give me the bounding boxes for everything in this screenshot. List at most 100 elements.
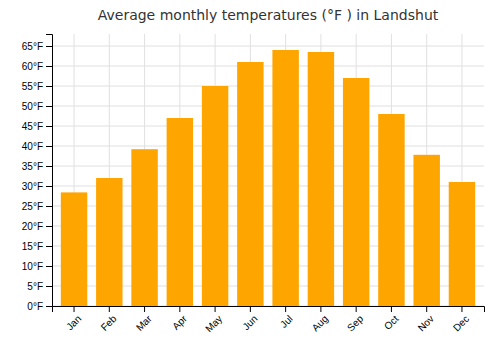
- x-tick-mark: [215, 306, 216, 312]
- bar: [131, 149, 157, 306]
- y-tick-label: 15°F: [22, 241, 43, 252]
- bar: [96, 178, 122, 306]
- y-tick: 60°F: [22, 61, 52, 72]
- y-tick-mark: [46, 266, 52, 267]
- y-tick: 25°F: [22, 201, 52, 212]
- y-tick: 35°F: [22, 161, 52, 172]
- bars: [61, 50, 475, 306]
- x-tick-mark: [144, 306, 145, 312]
- x-tick: Sep: [345, 306, 366, 333]
- x-tick-label: May: [203, 313, 224, 334]
- x-tick-label: Dec: [451, 313, 471, 333]
- y-tick: 45°F: [22, 121, 52, 132]
- x-tick-label: Nov: [416, 313, 436, 333]
- x-tick-mark: [391, 306, 392, 312]
- bar: [237, 62, 263, 306]
- bar: [272, 50, 298, 306]
- x-tick-label: Jul: [278, 313, 295, 330]
- x-tick: Apr: [170, 306, 189, 332]
- y-tick-label: 35°F: [22, 161, 43, 172]
- x-tick-label: Aug: [310, 313, 330, 333]
- bar: [413, 155, 439, 306]
- y-tick-mark: [46, 246, 52, 247]
- y-tick-mark: [46, 66, 52, 67]
- x-tick-mark: [74, 306, 75, 312]
- y-tick-label: 55°F: [22, 81, 43, 92]
- y-tick-mark: [46, 306, 52, 307]
- x-tick-label: Mar: [134, 313, 154, 333]
- plot: 0°F 5°F 10°F 15°F 20°F 25°F 30°F 35°F 40°F 45°F 50…: [22, 34, 485, 334]
- y-tick: 5°F: [27, 281, 52, 292]
- y-tick: 30°F: [22, 181, 52, 192]
- y-tick-mark: [46, 106, 52, 107]
- y-tick: 0°F: [27, 301, 52, 312]
- y-grid-line: [52, 146, 484, 147]
- y-tick-label: 30°F: [22, 181, 43, 192]
- y-grid-line: [52, 86, 484, 87]
- x-tick: Jan: [64, 306, 83, 332]
- x-axis-line: [53, 307, 485, 313]
- bar: [61, 192, 87, 306]
- y-tick-label: 0°F: [27, 301, 43, 312]
- y-tick-label: 25°F: [22, 201, 43, 212]
- y-tick: 40°F: [22, 141, 52, 152]
- x-tick-mark: [461, 306, 462, 312]
- x-tick-mark: [356, 306, 357, 312]
- y-grid-line: [52, 126, 484, 127]
- y-tick-mark: [46, 86, 52, 87]
- x-tick-label: Jan: [64, 313, 83, 332]
- x-tick-label: Jun: [240, 313, 259, 332]
- y-tick-mark: [46, 186, 52, 187]
- grid: [52, 34, 484, 306]
- bar: [449, 182, 475, 306]
- y-tick: 20°F: [22, 221, 52, 232]
- y-tick-mark: [46, 126, 52, 127]
- x-tick-mark: [250, 306, 251, 312]
- x-tick-label: Apr: [170, 313, 189, 332]
- x-tick: Jul: [278, 306, 295, 330]
- x-tick: Feb: [99, 306, 119, 333]
- x-tick: Aug: [310, 306, 330, 333]
- x-tick-mark: [109, 306, 110, 312]
- y-tick-label: 45°F: [22, 121, 43, 132]
- x-tick: May: [203, 306, 224, 334]
- y-tick-label: 20°F: [22, 221, 43, 232]
- x-tick-label: Feb: [99, 313, 119, 333]
- x-tick-label: Oct: [382, 313, 401, 332]
- bar: [343, 78, 369, 306]
- x-tick: Mar: [134, 306, 154, 333]
- x-tick: Jun: [240, 306, 259, 332]
- y-tick-mark: [46, 206, 52, 207]
- y-tick-label: 5°F: [27, 281, 43, 292]
- x-tick: Nov: [416, 306, 436, 333]
- x-tick: Oct: [382, 306, 401, 332]
- y-tick-mark: [46, 166, 52, 167]
- y-tick-mark: [46, 286, 52, 287]
- x-tick-label: Sep: [345, 313, 366, 334]
- y-axis: 0°F 5°F 10°F 15°F 20°F 25°F 30°F 35°F 40°F 45°F 50…: [22, 35, 53, 312]
- y-tick-label: 10°F: [22, 261, 43, 272]
- title: Average monthly temperatures (°F ) in La…: [98, 7, 439, 23]
- y-grid-line: [52, 66, 484, 67]
- y-grid-line: [52, 46, 484, 47]
- bar: [378, 114, 404, 306]
- y-tick-mark: [46, 146, 52, 147]
- y-tick: 50°F: [22, 101, 52, 112]
- y-tick: 55°F: [22, 81, 52, 92]
- y-tick-mark: [46, 226, 52, 227]
- y-tick-mark: [46, 46, 52, 47]
- bar: [202, 86, 228, 306]
- y-tick: 65°F: [22, 41, 52, 52]
- y-tick-label: 50°F: [22, 101, 43, 112]
- x-axis: Jan Feb Mar Apr May Jun Jul Aug Sep Oct Nov Dec: [53, 306, 485, 334]
- x-tick-mark: [285, 306, 286, 312]
- y-tick: 10°F: [22, 261, 52, 272]
- y-grid-line: [52, 106, 484, 107]
- y-tick-label: 65°F: [22, 41, 43, 52]
- x-tick: Dec: [451, 306, 471, 333]
- y-tick-label: 60°F: [22, 61, 43, 72]
- bar: [308, 52, 334, 306]
- y-tick: 15°F: [22, 241, 52, 252]
- x-tick-mark: [320, 306, 321, 312]
- y-axis-line: [46, 35, 53, 307]
